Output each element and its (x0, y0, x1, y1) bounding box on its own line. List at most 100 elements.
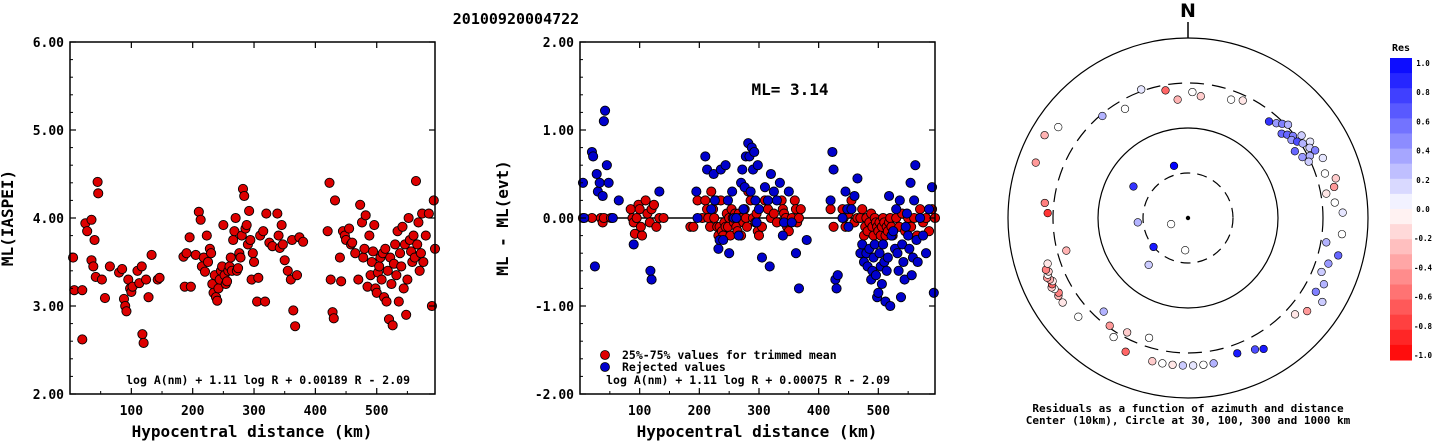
polar-station-point (1123, 328, 1132, 337)
colorbar-cells (1390, 58, 1412, 361)
left-data-point-series-0 (347, 237, 358, 248)
left-data-point-series-0 (212, 295, 223, 306)
middle-data-point-series-1 (906, 270, 917, 281)
left-data-point-series-0 (260, 296, 271, 307)
figure-title: 20100920004722 (453, 10, 579, 28)
middle-data-point-series-0 (789, 195, 800, 206)
middle-data-point-series-1 (831, 283, 842, 294)
middle-data-point-series-1 (654, 186, 665, 197)
left-data-point-series-0 (336, 276, 347, 287)
middle-data-point-series-1 (603, 177, 614, 188)
left-data-point-series-0 (77, 334, 88, 345)
ml-residual-scatter-panel: -2.00 -1.00 0.00 1.00 2.00 100 200 300 400 500 M… (493, 36, 941, 441)
polar-station-point (1304, 157, 1313, 166)
polar-station-point (1324, 259, 1333, 268)
left-data-point-series-0 (322, 226, 333, 237)
left-data-point-series-0 (371, 287, 382, 298)
left-plot-frame (69, 41, 436, 395)
left-data-point-series-0 (414, 265, 425, 276)
left-data-point-series-0 (420, 230, 431, 241)
colorbar-label: -0.8 (1414, 322, 1433, 331)
middle-data-point-series-1 (846, 204, 857, 215)
middle-data-point-series-1 (857, 239, 868, 250)
middle-x-tick-label: 300 (747, 404, 771, 419)
polar-station-point (1169, 161, 1179, 170)
ml-residual-points (577, 105, 941, 312)
left-data-point-series-0 (398, 283, 409, 294)
middle-data-point-series-1 (905, 177, 916, 188)
middle-data-point-series-1 (600, 105, 611, 116)
middle-data-point-series-1 (774, 177, 785, 188)
polar-station-point (1120, 104, 1130, 113)
left-data-point-series-0 (202, 256, 214, 268)
left-data-point-series-0 (253, 272, 264, 283)
middle-data-point-series-1 (921, 248, 932, 259)
left-data-point-series-0 (258, 226, 269, 237)
middle-data-point-series-1 (915, 212, 926, 224)
left-data-point-series-0 (415, 248, 426, 259)
left-data-point-series-0 (394, 248, 406, 259)
middle-data-point-series-1 (727, 186, 738, 197)
left-data-point-series-0 (376, 274, 387, 285)
left-data-point-series-0 (235, 252, 246, 263)
middle-data-point-series-1 (752, 160, 763, 171)
north-label: N (1180, 0, 1196, 22)
left-data-point-series-0 (360, 210, 371, 221)
left-data-point-series-0 (423, 208, 434, 219)
left-data-point-series-0 (201, 230, 212, 241)
middle-data-point-series-1 (751, 217, 762, 228)
left-data-point-series-0 (364, 230, 375, 241)
middle-y-tick-label: 1.00 (543, 124, 574, 139)
colorbar-cell (1390, 163, 1412, 180)
left-data-point-series-0 (412, 239, 423, 250)
left-x-tick-label: 100 (120, 404, 144, 419)
polar-station-point (1074, 312, 1083, 321)
left-data-point-series-0 (276, 219, 287, 231)
middle-data-point-series-1 (876, 278, 887, 290)
colorbar-cell (1390, 314, 1412, 331)
polar-station-point (1318, 153, 1327, 163)
left-data-point-series-0 (279, 255, 290, 266)
left-data-point-series-0 (387, 320, 398, 331)
middle-data-point-series-1 (713, 243, 724, 254)
colorbar-label: -0.4 (1414, 263, 1433, 272)
polar-station-point (1290, 147, 1299, 156)
left-data-point-series-0 (328, 313, 339, 324)
left-data-point-series-0 (88, 261, 99, 272)
middle-data-point-series-1 (764, 261, 775, 272)
left-data-point-series-0 (402, 274, 413, 285)
left-data-point-series-0 (381, 296, 392, 307)
polar-station-point (1331, 174, 1340, 183)
residual-colorbar: Res 1.0 0.8 0.6 0.4 0.2 0.0 -0.2 -0.4 -0.6 -0.8 -1… (1390, 43, 1433, 361)
middle-data-point-series-1 (762, 195, 773, 206)
polar-station-point (1181, 246, 1190, 255)
polar-station-point (1320, 169, 1330, 178)
left-data-point-series-0 (93, 188, 104, 199)
left-data-point-series-0 (282, 265, 293, 276)
polar-station-point (1166, 220, 1176, 229)
left-data-point-series-0 (391, 270, 402, 281)
middle-data-point-series-1 (904, 243, 915, 254)
middle-data-point-series-1 (852, 173, 863, 184)
middle-data-point-series-1 (895, 292, 907, 303)
colorbar-cell (1390, 103, 1412, 119)
polar-circle-30km (1142, 172, 1234, 264)
colorbar-cell (1390, 133, 1412, 150)
middle-data-point-series-1 (786, 217, 797, 228)
left-data-point-series-0 (239, 190, 250, 202)
colorbar-cell (1390, 269, 1412, 285)
polar-station-point (1178, 361, 1187, 370)
middle-data-point-series-1 (720, 160, 731, 171)
left-data-point-series-0 (344, 223, 355, 234)
middle-data-point-series-1 (837, 212, 848, 224)
left-data-point-series-0 (104, 261, 115, 272)
middle-data-point-series-1 (777, 230, 788, 241)
middle-data-point-series-1 (692, 212, 703, 224)
ml-iaspei-scatter-panel: 2.00 3.00 4.00 5.00 6.00 100 200 300 400 500 ML(… (0, 36, 441, 441)
middle-y-ticks: -2.00 -1.00 0.00 1.00 2.00 (535, 36, 935, 403)
polar-station-point (1129, 182, 1138, 191)
colorbar-label: 0.2 (1416, 176, 1430, 185)
colorbar-label: 1.0 (1416, 59, 1430, 68)
middle-data-point-series-1 (759, 182, 771, 193)
middle-data-point-series-0 (634, 204, 645, 215)
